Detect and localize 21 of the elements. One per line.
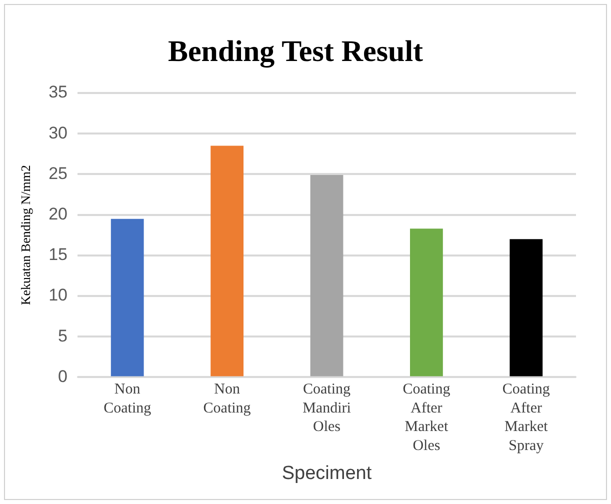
y-tick-label: 0 [58, 366, 68, 386]
x-tick-label: Non Coating [203, 382, 252, 416]
y-tick-label: 30 [48, 123, 68, 142]
y-tick-label: 35 [48, 82, 68, 102]
bar [510, 239, 543, 376]
x-tick-label: Coating Mandiri Oles [302, 382, 351, 436]
x-tick-label: Coating After Market Spray [502, 382, 550, 454]
bar [310, 175, 344, 376]
y-tick-label: 15 [48, 245, 68, 264]
bar [410, 228, 443, 376]
y-axis-title: Kekuatan Bending N/mm2 [18, 165, 34, 306]
x-axis-title: Speciment [282, 462, 372, 484]
x-tick-label: Coating After Market Oles [402, 382, 451, 454]
bar [110, 218, 144, 376]
y-tick-label: 10 [48, 286, 68, 305]
bar [210, 146, 244, 376]
chart-title: Bending Test Result [168, 34, 424, 68]
y-tick-label: 20 [48, 204, 68, 224]
y-tick-label: 25 [48, 164, 68, 183]
x-tick-label: Non Coating [104, 382, 152, 416]
y-tick-label: 5 [58, 326, 68, 346]
